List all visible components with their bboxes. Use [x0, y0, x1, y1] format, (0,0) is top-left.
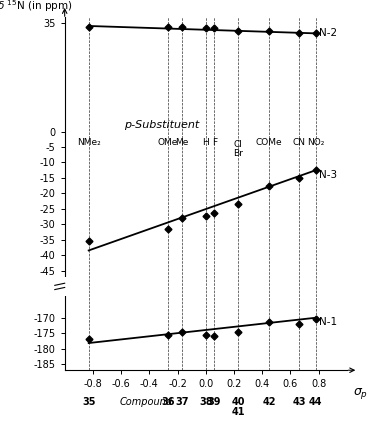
Text: 42: 42: [263, 397, 276, 407]
Text: NMe₂: NMe₂: [77, 138, 100, 147]
Text: OMe: OMe: [158, 138, 178, 147]
Text: Br: Br: [233, 149, 243, 158]
Text: H: H: [202, 138, 209, 147]
Text: N-1: N-1: [319, 317, 338, 327]
Text: COMe: COMe: [256, 138, 283, 147]
Text: 44: 44: [309, 397, 323, 407]
Text: F: F: [212, 138, 217, 147]
Bar: [44, 277, 72, 296]
Text: Compound: Compound: [120, 397, 173, 407]
Text: N-2: N-2: [319, 28, 338, 38]
Text: 43: 43: [292, 397, 306, 407]
Text: 37: 37: [175, 397, 189, 407]
Text: Me: Me: [175, 138, 189, 147]
Text: 41: 41: [232, 407, 245, 417]
Text: 39: 39: [207, 397, 221, 407]
Text: NO₂: NO₂: [307, 138, 325, 147]
Text: 40: 40: [232, 397, 245, 407]
Text: CN: CN: [292, 138, 305, 147]
Text: 35: 35: [82, 397, 95, 407]
Text: N-3: N-3: [319, 170, 338, 180]
Text: 38: 38: [199, 397, 212, 407]
Text: $\sigma_p$: $\sigma_p$: [354, 386, 368, 401]
Text: p-Substituent: p-Substituent: [124, 120, 199, 130]
Text: Cl: Cl: [234, 139, 243, 149]
Text: $\delta$ $^{15}$N (in ppm): $\delta$ $^{15}$N (in ppm): [0, 0, 73, 14]
Text: 36: 36: [161, 397, 174, 407]
